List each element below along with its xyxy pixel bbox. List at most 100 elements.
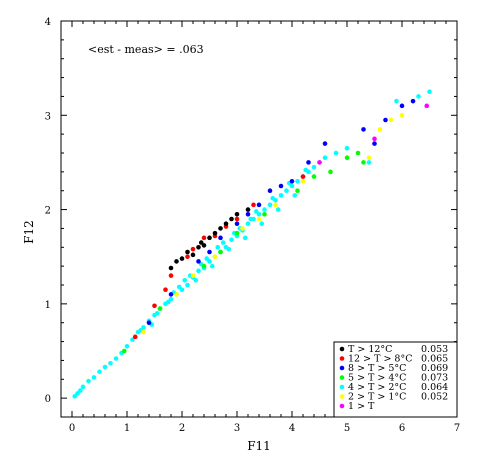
x-tick-label: 7 xyxy=(454,423,460,434)
legend-label: T > 12°C xyxy=(348,344,392,355)
y-tick-label: 4 xyxy=(45,17,51,28)
data-point xyxy=(196,259,201,264)
data-point xyxy=(251,202,256,208)
data-point xyxy=(154,310,160,316)
legend-box xyxy=(333,341,458,418)
mean-difference-annotation: <est - meas> = .063 xyxy=(88,43,204,56)
data-point xyxy=(234,230,240,236)
data-point xyxy=(328,169,333,175)
x-tick-label: 3 xyxy=(234,423,240,434)
data-point xyxy=(91,375,97,380)
data-point xyxy=(410,98,416,104)
data-point xyxy=(245,211,251,217)
data-point xyxy=(270,195,276,201)
legend-value: 0.053 xyxy=(421,344,448,355)
data-point xyxy=(174,259,179,264)
legend: T > 12°C 0.053 12 > T > 8°C 0.065 8 > T > 5°… xyxy=(333,341,458,418)
x-tick-label: 4 xyxy=(289,423,295,434)
data-point xyxy=(322,141,328,146)
data-point xyxy=(416,94,421,99)
data-point xyxy=(366,155,372,161)
data-point xyxy=(262,207,267,212)
data-point xyxy=(284,188,289,194)
data-point xyxy=(218,235,223,241)
x-tick-labels: 0 1 2 3 4 5 6 7 xyxy=(69,423,460,434)
legend-items: T > 12°C 0.053 12 > T > 8°C 0.065 8 > T > 5°… xyxy=(339,344,448,412)
data-point xyxy=(226,246,232,252)
data-point xyxy=(152,303,157,309)
y-tick-label: 0 xyxy=(45,394,51,405)
data-point xyxy=(190,252,196,258)
data-point xyxy=(179,256,185,261)
data-point xyxy=(234,221,240,227)
data-point xyxy=(220,240,226,245)
data-point xyxy=(223,221,229,227)
data-point xyxy=(157,306,163,311)
legend-label: 12 > T > 8°C xyxy=(348,354,413,365)
data-point xyxy=(394,98,399,104)
data-point xyxy=(275,207,281,212)
data-point xyxy=(295,178,300,184)
data-point xyxy=(259,221,265,227)
data-point xyxy=(207,235,212,241)
data-point xyxy=(108,360,113,366)
data-point xyxy=(300,174,306,179)
data-point xyxy=(388,117,394,123)
data-point xyxy=(300,178,306,184)
data-point xyxy=(207,249,212,255)
data-point xyxy=(179,287,185,293)
data-point xyxy=(196,244,201,250)
data-point xyxy=(201,235,207,241)
legend-marker xyxy=(339,375,345,380)
data-point xyxy=(146,320,152,326)
x-tick-label: 6 xyxy=(399,423,405,434)
data-point xyxy=(77,388,83,393)
data-point xyxy=(190,273,196,278)
data-point xyxy=(229,237,234,243)
y-tick-label: 1 xyxy=(45,300,51,311)
data-point xyxy=(209,263,215,269)
data-point xyxy=(311,164,317,170)
data-point xyxy=(306,160,311,165)
data-point xyxy=(355,150,361,156)
data-point xyxy=(344,155,350,161)
y-axis-label: F12 xyxy=(22,220,36,244)
data-point xyxy=(185,249,190,255)
data-point xyxy=(174,292,179,297)
data-point xyxy=(176,284,182,290)
legend-value: 0.052 xyxy=(421,392,448,403)
data-point xyxy=(168,296,174,302)
data-point xyxy=(75,391,80,396)
data-point xyxy=(102,364,108,370)
data-point xyxy=(234,211,240,217)
legend-value: 0.065 xyxy=(421,354,448,365)
data-point xyxy=(256,216,262,222)
data-point xyxy=(245,207,251,212)
legend-label: 1 > T xyxy=(348,401,375,412)
data-point xyxy=(168,273,174,278)
legend-marker xyxy=(339,356,345,361)
data-point xyxy=(333,150,339,156)
data-point xyxy=(267,202,273,208)
data-point xyxy=(292,193,298,198)
data-point xyxy=(262,211,267,217)
data-point xyxy=(240,226,245,231)
x-tick-label: 2 xyxy=(179,423,185,434)
data-point xyxy=(366,160,372,165)
data-point xyxy=(242,235,248,241)
data-point xyxy=(132,334,138,340)
data-point xyxy=(185,254,190,260)
data-point xyxy=(245,221,251,227)
data-point xyxy=(204,256,210,261)
data-point xyxy=(295,188,300,194)
data-point xyxy=(207,259,212,264)
data-point xyxy=(168,265,174,271)
data-point xyxy=(424,103,430,109)
data-point xyxy=(215,244,221,250)
data-point xyxy=(229,216,234,222)
x-axis-label: F11 xyxy=(247,439,271,453)
data-point xyxy=(289,183,295,189)
data-point xyxy=(190,246,196,252)
y-tick-label: 2 xyxy=(45,206,51,217)
data-point xyxy=(218,249,223,255)
